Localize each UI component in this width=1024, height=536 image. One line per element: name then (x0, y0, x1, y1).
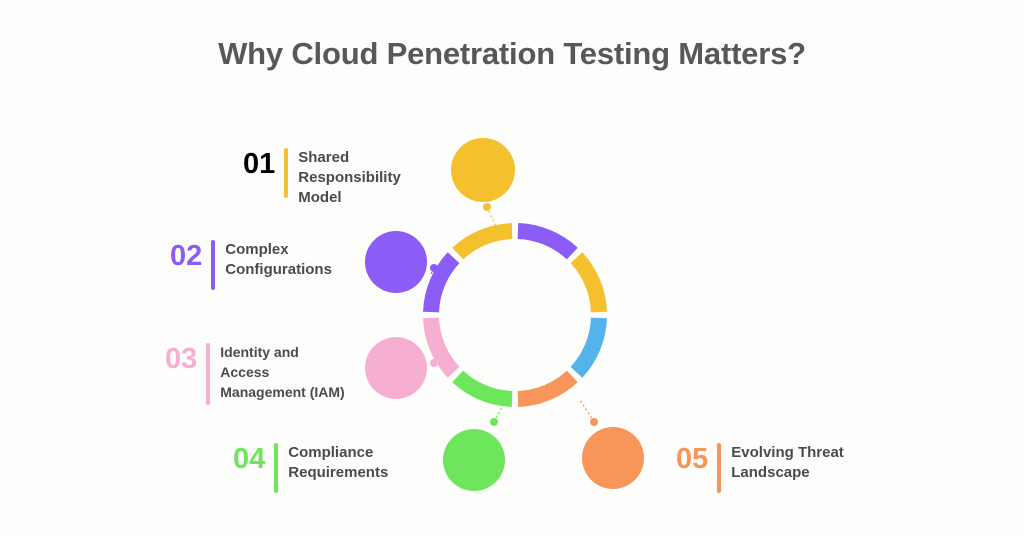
page-title: Why Cloud Penetration Testing Matters? (218, 36, 806, 71)
donut-segment (452, 223, 513, 260)
legend-label-01: Shared Responsibility Model (298, 149, 401, 206)
node-circles (365, 138, 644, 491)
legend-label-05: Evolving Threat Landscape (731, 444, 844, 481)
legend-item-04[interactable]: 04 Compliance Requirements (233, 443, 428, 493)
legend-label-03: Identity and Access Management (IAM) (220, 344, 345, 400)
orange-circle[interactable] (582, 427, 644, 489)
legend-number-03: 03 (165, 343, 198, 375)
connector-layer (429, 203, 598, 426)
yellow-circle[interactable] (451, 138, 515, 202)
orange-connector-dot (590, 418, 598, 426)
donut-segment (517, 370, 578, 407)
purple-circle[interactable] (365, 231, 427, 293)
legend-label-04: Compliance Requirements (288, 444, 389, 481)
legend-label-02: Complex Configurations (225, 241, 332, 278)
donut-segment (517, 223, 578, 260)
legend-rule-02 (211, 240, 216, 290)
legend-rule-04 (274, 443, 279, 493)
legend-number-01: 01 (243, 148, 276, 180)
donut-segment (452, 370, 513, 407)
green-circle[interactable] (443, 429, 505, 491)
legend-number-04: 04 (233, 443, 266, 475)
legend-rule-01 (284, 148, 289, 198)
yellow-connector-dot (483, 203, 491, 211)
legend-rule-03 (206, 343, 211, 405)
legend-item-01[interactable]: 01 Shared Responsibility Model (243, 148, 426, 208)
yellow-connector (486, 206, 501, 236)
donut-segment (570, 317, 607, 378)
legend-number-02: 02 (170, 240, 203, 272)
donut-diagram (330, 110, 690, 510)
green-connector-dot (490, 418, 498, 426)
donut-segment (570, 252, 607, 313)
donut-segment (423, 252, 460, 313)
legend-item-02[interactable]: 02 Complex Configurations (170, 240, 375, 290)
pink-circle[interactable] (365, 337, 427, 399)
legend-rule-05 (717, 443, 722, 493)
donut-ring (423, 223, 607, 407)
legend-item-03[interactable]: 03 Identity and Access Management (IAM) (165, 343, 346, 405)
donut-segment (423, 317, 460, 378)
legend-item-05[interactable]: 05 Evolving Threat Landscape (676, 443, 881, 493)
legend-number-05: 05 (676, 443, 709, 475)
donut-chart-svg (365, 138, 644, 491)
